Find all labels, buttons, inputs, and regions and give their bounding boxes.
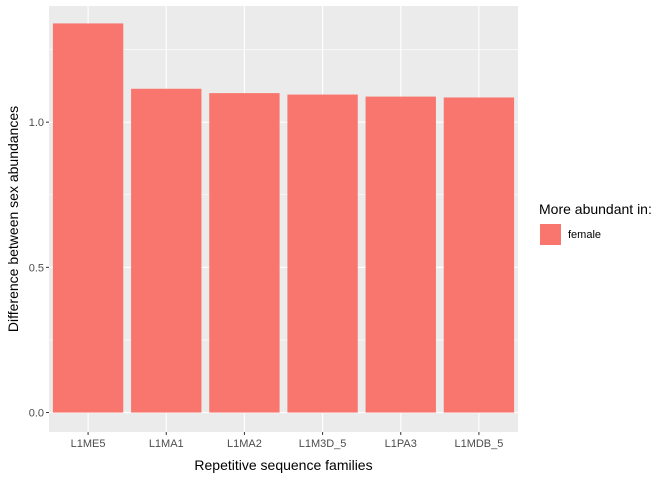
bar-l1ma1 — [131, 88, 202, 413]
y-tick-label: 0.0 — [29, 408, 44, 420]
x-axis: L1ME5 L1MA1 L1MA2 L1M3D_5 L1PA3 L1MDB_5 — [71, 432, 503, 450]
y-tick-label: 0.5 — [29, 262, 44, 274]
x-tick-label: L1MA1 — [149, 438, 184, 450]
x-tick-label: L1MA2 — [227, 438, 262, 450]
grid-minor — [49, 49, 518, 341]
x-tick-label: L1MDB_5 — [454, 438, 503, 450]
x-axis-title: Repetitive sequence families — [194, 457, 372, 473]
y-axis-title: Difference between sex abundances — [5, 106, 21, 332]
bar-l1ma2 — [209, 93, 280, 413]
legend-label-female: female — [568, 229, 601, 241]
y-tick-label: 1.0 — [29, 117, 44, 129]
legend-title: More abundant in: — [539, 201, 652, 217]
x-tick-label: L1PA3 — [385, 438, 417, 450]
bar-l1pa3 — [365, 96, 436, 413]
legend: More abundant in: female — [539, 201, 652, 245]
x-tick-label: L1M3D_5 — [299, 438, 347, 450]
bar-l1mdb_5 — [443, 97, 515, 413]
bar-l1me5 — [52, 23, 124, 413]
bars — [52, 23, 515, 413]
plot-panel — [49, 6, 518, 432]
legend-key-female — [540, 224, 561, 245]
y-axis: 0.0 0.5 1.0 — [29, 117, 49, 420]
x-tick-label: L1ME5 — [71, 438, 106, 450]
bar-l1m3d_5 — [287, 94, 358, 413]
